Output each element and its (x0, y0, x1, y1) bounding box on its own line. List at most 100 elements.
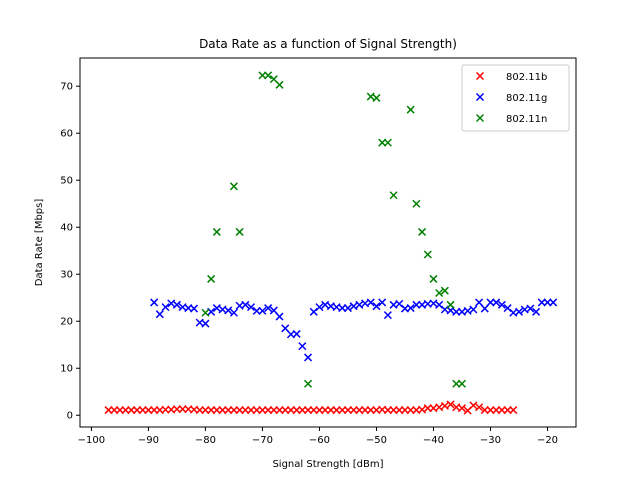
legend-marker (475, 92, 485, 102)
axis-ticks: −100 −90 −80 −70 −60 −50 −40 −30 −20 0 10 20 30 40 50 6… (60, 82, 558, 446)
data-point (457, 404, 467, 413)
data-point (241, 300, 250, 309)
data-point (435, 403, 444, 412)
data-point (207, 274, 216, 283)
data-point (321, 300, 330, 309)
data-point (212, 304, 221, 313)
data-point (406, 304, 415, 313)
data-point (514, 307, 524, 316)
data-point (258, 306, 267, 315)
data-point (201, 308, 210, 317)
data-point (189, 304, 199, 313)
legend-label: 802.11n (506, 114, 547, 125)
data-point (446, 400, 455, 409)
data-point (275, 80, 284, 89)
data-point (315, 303, 324, 312)
data-point (349, 302, 358, 311)
data-point (497, 300, 506, 309)
data-point (366, 298, 375, 307)
data-point (229, 308, 238, 317)
data-point (161, 303, 170, 312)
data-point (440, 286, 449, 295)
x-tick-label: −20 (537, 435, 558, 446)
data-point (281, 324, 290, 333)
data-point (264, 71, 273, 80)
legend-marker (475, 71, 485, 81)
series-80211b (104, 400, 518, 415)
data-point (509, 406, 518, 415)
data-point (526, 304, 535, 313)
x-tick-label: −40 (423, 435, 444, 446)
y-tick-label: 60 (60, 129, 73, 140)
y-tick-label: 20 (60, 317, 73, 328)
y-tick-label: 10 (60, 364, 73, 375)
plot-area-frame (79, 57, 577, 428)
legend: 802.11b 802.11g 802.11n (461, 64, 570, 132)
x-tick-label: −60 (309, 435, 330, 446)
data-point (429, 274, 438, 283)
x-tick-label: −100 (78, 435, 105, 446)
data-point (440, 401, 449, 410)
data-point (389, 191, 398, 200)
data-point (235, 227, 244, 236)
data-point (275, 312, 284, 321)
data-point (429, 299, 438, 308)
chart-title: Data Rate as a function of Signal Streng… (199, 37, 457, 51)
data-point (383, 138, 392, 147)
data-point (423, 250, 432, 259)
data-point (304, 353, 313, 362)
data-point (298, 342, 307, 351)
data-point (475, 298, 484, 307)
data-point (247, 303, 256, 312)
data-point (155, 310, 164, 319)
data-point (150, 298, 159, 307)
data-point (224, 306, 233, 315)
x-tick-label: −90 (138, 435, 159, 446)
y-axis-label: Data Rate [Mbps] (34, 199, 45, 287)
y-tick-label: 30 (60, 270, 73, 281)
data-point (269, 306, 278, 315)
data-point (229, 182, 238, 191)
y-tick-label: 50 (60, 176, 73, 187)
data-point (469, 401, 478, 410)
data-points (104, 71, 558, 415)
data-point (418, 405, 427, 414)
x-tick-label: −50 (366, 435, 387, 446)
legend-box (461, 64, 570, 132)
data-point (412, 199, 421, 208)
data-point (480, 304, 489, 313)
series-80211n (201, 71, 467, 388)
data-point (492, 298, 501, 307)
data-point (475, 403, 484, 412)
data-point (372, 302, 381, 311)
data-point (292, 329, 301, 338)
data-point (172, 300, 181, 309)
legend-label: 802.11g (506, 93, 547, 104)
data-point (212, 227, 221, 236)
data-point (463, 306, 472, 315)
series-80211g (150, 298, 558, 362)
data-point (378, 298, 387, 307)
x-tick-label: −70 (252, 435, 273, 446)
legend-label: 802.11b (506, 72, 547, 83)
data-point (167, 299, 176, 308)
data-point (532, 307, 541, 316)
data-point (457, 379, 467, 388)
data-point (355, 300, 364, 309)
data-point (418, 227, 427, 236)
data-point (406, 105, 415, 114)
data-point (201, 319, 210, 328)
legend-marker (475, 113, 485, 123)
y-tick-label: 0 (67, 411, 73, 422)
data-point (383, 311, 392, 320)
data-point (372, 93, 381, 102)
data-point (366, 92, 375, 101)
x-tick-label: −30 (480, 435, 501, 446)
x-axis-label: Signal Strength [dBm] (272, 459, 383, 470)
data-point (264, 304, 273, 313)
data-point (343, 304, 352, 313)
data-point (469, 305, 478, 314)
data-point (446, 300, 455, 309)
data-point (435, 289, 444, 298)
